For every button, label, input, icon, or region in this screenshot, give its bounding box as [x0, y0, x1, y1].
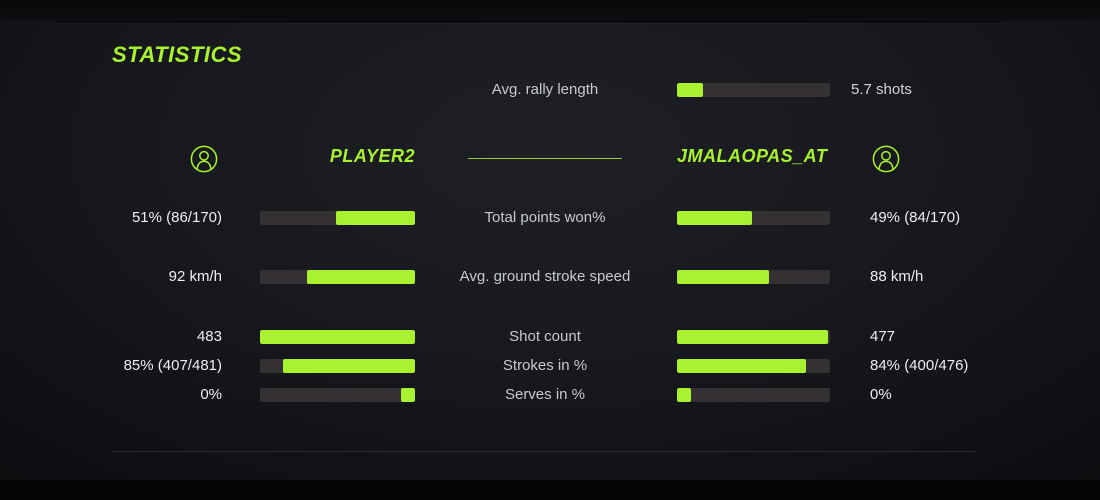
- stat-right-bar: [677, 388, 830, 402]
- stat-row-shot-count: 483 Shot count 477: [0, 322, 1100, 352]
- stat-left-value: 483: [196, 328, 222, 345]
- top-divider-line: [55, 21, 1000, 22]
- stat-label: Avg. ground stroke speed: [459, 268, 631, 285]
- stat-left-bar-fill: [260, 330, 415, 344]
- stat-left-value: 85% (407/481): [123, 357, 222, 374]
- stat-right-bar: [677, 330, 830, 344]
- avg-rally-length-value: 5.7 shots: [851, 81, 912, 98]
- stat-left-bar: [260, 359, 415, 373]
- page-title: STATISTICS: [112, 42, 243, 67]
- stat-right-value: 49% (84/170): [870, 209, 961, 226]
- stat-left-bar: [260, 388, 415, 402]
- avg-rally-length-bar: [677, 83, 830, 97]
- stat-right-bar-fill: [677, 330, 829, 344]
- stat-right-value: 88 km/h: [870, 268, 924, 285]
- stat-left-bar: [260, 330, 415, 344]
- stat-left-value: 92 km/h: [168, 268, 222, 285]
- stat-left-bar: [260, 211, 415, 225]
- stat-right-bar-fill: [677, 270, 769, 284]
- stat-right-bar-fill: [677, 359, 806, 373]
- stat-row-avg-ground-stroke-speed: 92 km/h Avg. ground stroke speed 88 km/h: [0, 262, 1100, 292]
- stat-label: Serves in %: [504, 386, 586, 403]
- avg-rally-length-bar-fill: [677, 83, 703, 97]
- stat-label: Shot count: [509, 328, 581, 345]
- stat-left-bar-fill: [401, 388, 415, 402]
- bottom-band: [0, 480, 1100, 500]
- stat-left-value: 51% (86/170): [131, 209, 222, 226]
- player-right-avatar[interactable]: [872, 145, 900, 173]
- person-icon: [872, 145, 900, 173]
- stat-left-bar-fill: [306, 270, 415, 284]
- stat-row-strokes-in-pct: 85% (407/481) Strokes in % 84% (400/476): [0, 351, 1100, 381]
- player-right-name: JMALAOPAS_AT: [677, 146, 828, 166]
- stat-right-bar: [677, 270, 830, 284]
- stat-left-bar-fill: [283, 359, 415, 373]
- person-icon: [190, 145, 218, 173]
- bottom-divider-line: [112, 451, 975, 452]
- stat-right-value: 477: [870, 328, 896, 345]
- stat-left-value: 0%: [200, 386, 222, 403]
- stat-right-bar: [677, 211, 830, 225]
- stat-left-bar-fill: [335, 211, 415, 225]
- stat-label: Strokes in %: [502, 357, 588, 374]
- stat-row-total-points-won: 51% (86/170) Total points won% 49% (84/1…: [0, 203, 1100, 233]
- stat-left-bar: [260, 270, 415, 284]
- stat-label: Total points won%: [484, 209, 606, 226]
- avg-rally-length-label: Avg. rally length: [491, 81, 599, 98]
- stat-row-serves-in-pct: 0% Serves in % 0%: [0, 380, 1100, 410]
- stat-right-bar: [677, 359, 830, 373]
- stat-right-value: 84% (400/476): [870, 357, 969, 374]
- stat-right-value: 0%: [870, 386, 892, 403]
- stat-right-bar-fill: [677, 211, 752, 225]
- players-divider-line: [468, 158, 622, 159]
- top-band: [0, 0, 1100, 21]
- stat-right-bar-fill: [677, 388, 691, 402]
- player-left-name: PLAYER2: [329, 146, 415, 166]
- player-left-avatar[interactable]: [190, 145, 218, 173]
